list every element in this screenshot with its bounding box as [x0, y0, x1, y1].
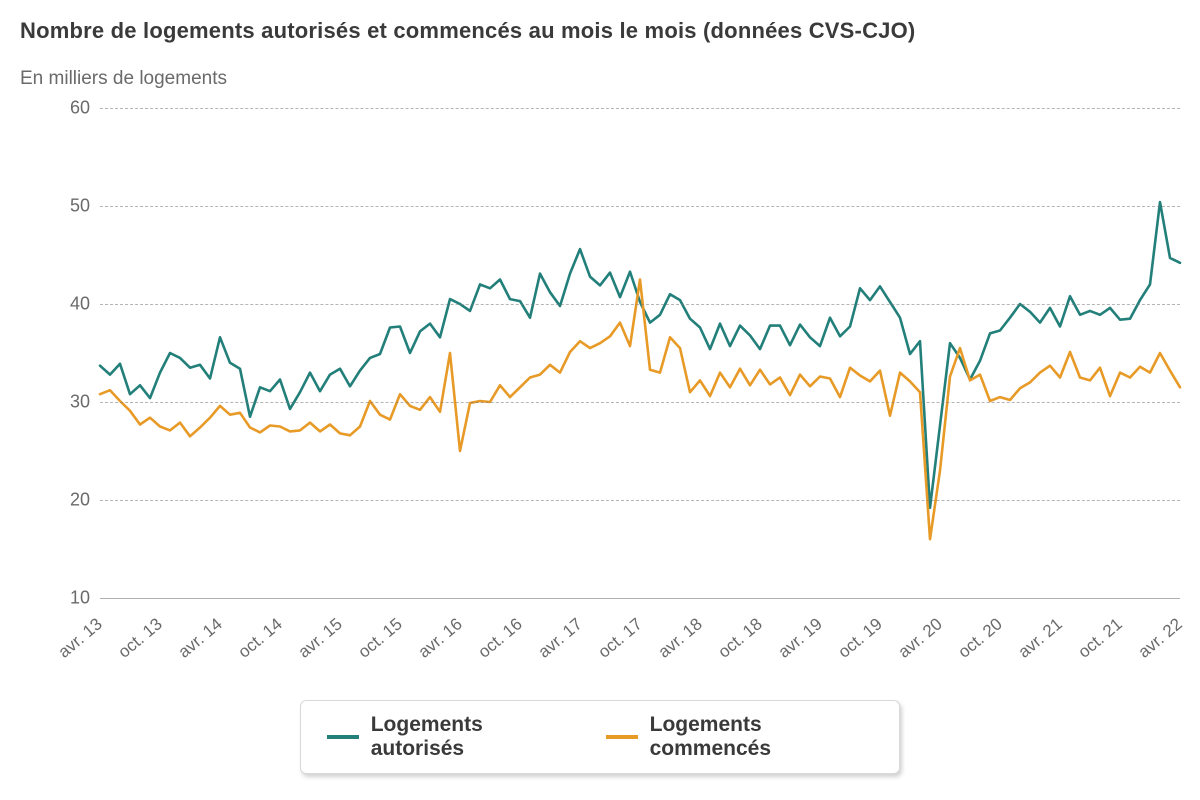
legend-swatch-commences: [606, 735, 638, 739]
gridline: [100, 206, 1180, 207]
x-tick-label: avr. 20: [894, 614, 946, 662]
x-tick-label: avr. 15: [294, 614, 346, 662]
y-tick-label: 50: [50, 196, 90, 217]
x-tick-label: oct. 20: [954, 614, 1006, 662]
y-tick-label: 40: [50, 294, 90, 315]
legend-item-commences[interactable]: Logements commencés: [606, 713, 873, 761]
x-tick-label: avr. 17: [534, 614, 586, 662]
x-tick-label: oct. 18: [714, 614, 766, 662]
x-axis-line: [100, 598, 1180, 599]
legend-label-commences: Logements commencés: [650, 713, 873, 761]
y-tick-label: 20: [50, 490, 90, 511]
plot-area: [100, 108, 1180, 598]
x-tick-label: avr. 18: [654, 614, 706, 662]
x-tick-label: oct. 19: [834, 614, 886, 662]
x-tick-label: oct. 16: [474, 614, 526, 662]
gridline: [100, 402, 1180, 403]
x-tick-label: avr. 19: [774, 614, 826, 662]
legend-label-autorises: Logements autorisés: [371, 713, 568, 761]
y-tick-label: 30: [50, 392, 90, 413]
y-tick-label: 60: [50, 98, 90, 119]
x-tick-label: avr. 14: [174, 614, 226, 662]
y-tick-label: 10: [50, 588, 90, 609]
x-tick-label: avr. 13: [54, 614, 106, 662]
chart-subtitle: En milliers de logements: [20, 68, 1180, 90]
line-series-svg: [100, 108, 1180, 598]
legend-swatch-autorises: [327, 735, 359, 739]
x-tick-label: oct. 14: [234, 614, 286, 662]
legend-item-autorises[interactable]: Logements autorisés: [327, 713, 568, 761]
series-line: [100, 202, 1180, 508]
chart-title: Nombre de logements autorisés et commenc…: [20, 18, 1180, 44]
gridline: [100, 500, 1180, 501]
x-tick-label: oct. 13: [114, 614, 166, 662]
x-tick-label: avr. 16: [414, 614, 466, 662]
legend: Logements autorisés Logements commencés: [300, 700, 900, 774]
x-tick-label: oct. 21: [1074, 614, 1126, 662]
chart-container: Nombre de logements autorisés et commenc…: [0, 0, 1200, 800]
x-tick-label: oct. 17: [594, 614, 646, 662]
gridline: [100, 304, 1180, 305]
x-tick-label: avr. 21: [1014, 614, 1066, 662]
x-tick-label: oct. 15: [354, 614, 406, 662]
x-tick-label: avr. 22: [1134, 614, 1186, 662]
gridline: [100, 108, 1180, 109]
